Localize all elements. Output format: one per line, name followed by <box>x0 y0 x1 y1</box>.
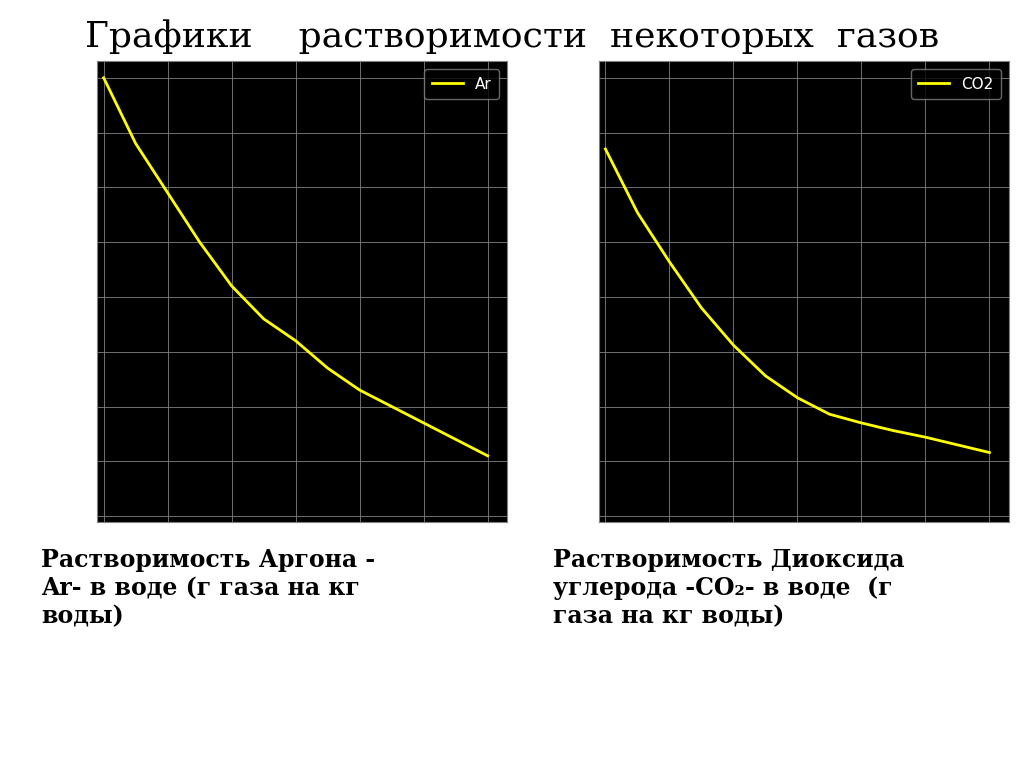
CO2 <box>759 371 772 380</box>
Ar <box>258 314 270 324</box>
CO2 <box>951 440 964 449</box>
CO2 <box>887 426 899 435</box>
Ar <box>481 451 494 460</box>
Line: CO2: CO2 <box>605 149 989 453</box>
CO2 <box>792 393 804 403</box>
X-axis label: Температура воды (град Цельсия): Температура воды (град Цельсия) <box>696 545 911 558</box>
Ar <box>450 435 462 444</box>
Ar <box>353 386 366 395</box>
CO2 <box>727 341 739 350</box>
Legend: CO2: CO2 <box>910 69 1001 99</box>
Ar <box>290 336 302 345</box>
Line: Ar: Ar <box>103 77 487 456</box>
Text: Растворимость Диоксида
углерода -CO₂- в воде  (г
газа на кг воды): Растворимость Диоксида углерода -CO₂- в … <box>553 548 904 628</box>
CO2 <box>920 433 932 442</box>
CO2 <box>631 208 643 217</box>
Y-axis label: Растворимость (г газа на кг воды): Растворимость (г газа на кг воды) <box>49 190 59 393</box>
Ar <box>129 139 141 148</box>
Y-axis label: Растворимость (г газа на кг воды): Растворимость (г газа на кг воды) <box>559 190 569 393</box>
Ar <box>322 364 334 373</box>
Ar <box>418 418 430 427</box>
CO2 <box>664 257 676 266</box>
Ar <box>97 73 110 82</box>
CO2 <box>599 144 611 153</box>
CO2 <box>823 410 836 419</box>
Ar <box>162 188 174 197</box>
CO2 <box>695 303 708 312</box>
Text: Графики    растворимости  некоторых  газов: Графики растворимости некоторых газов <box>85 19 939 54</box>
Ar <box>225 281 238 291</box>
Legend: Ar: Ar <box>424 69 500 99</box>
CO2 <box>983 448 995 457</box>
Ar <box>385 402 397 411</box>
Text: Растворимость Аргона -
Ar- в воде (г газа на кг
воды): Растворимость Аргона - Ar- в воде (г газ… <box>41 548 375 628</box>
X-axis label: Температура воды (град Цельсия): Температура воды (град Цельсия) <box>195 545 410 558</box>
CO2 <box>855 418 867 427</box>
Ar <box>194 238 206 247</box>
